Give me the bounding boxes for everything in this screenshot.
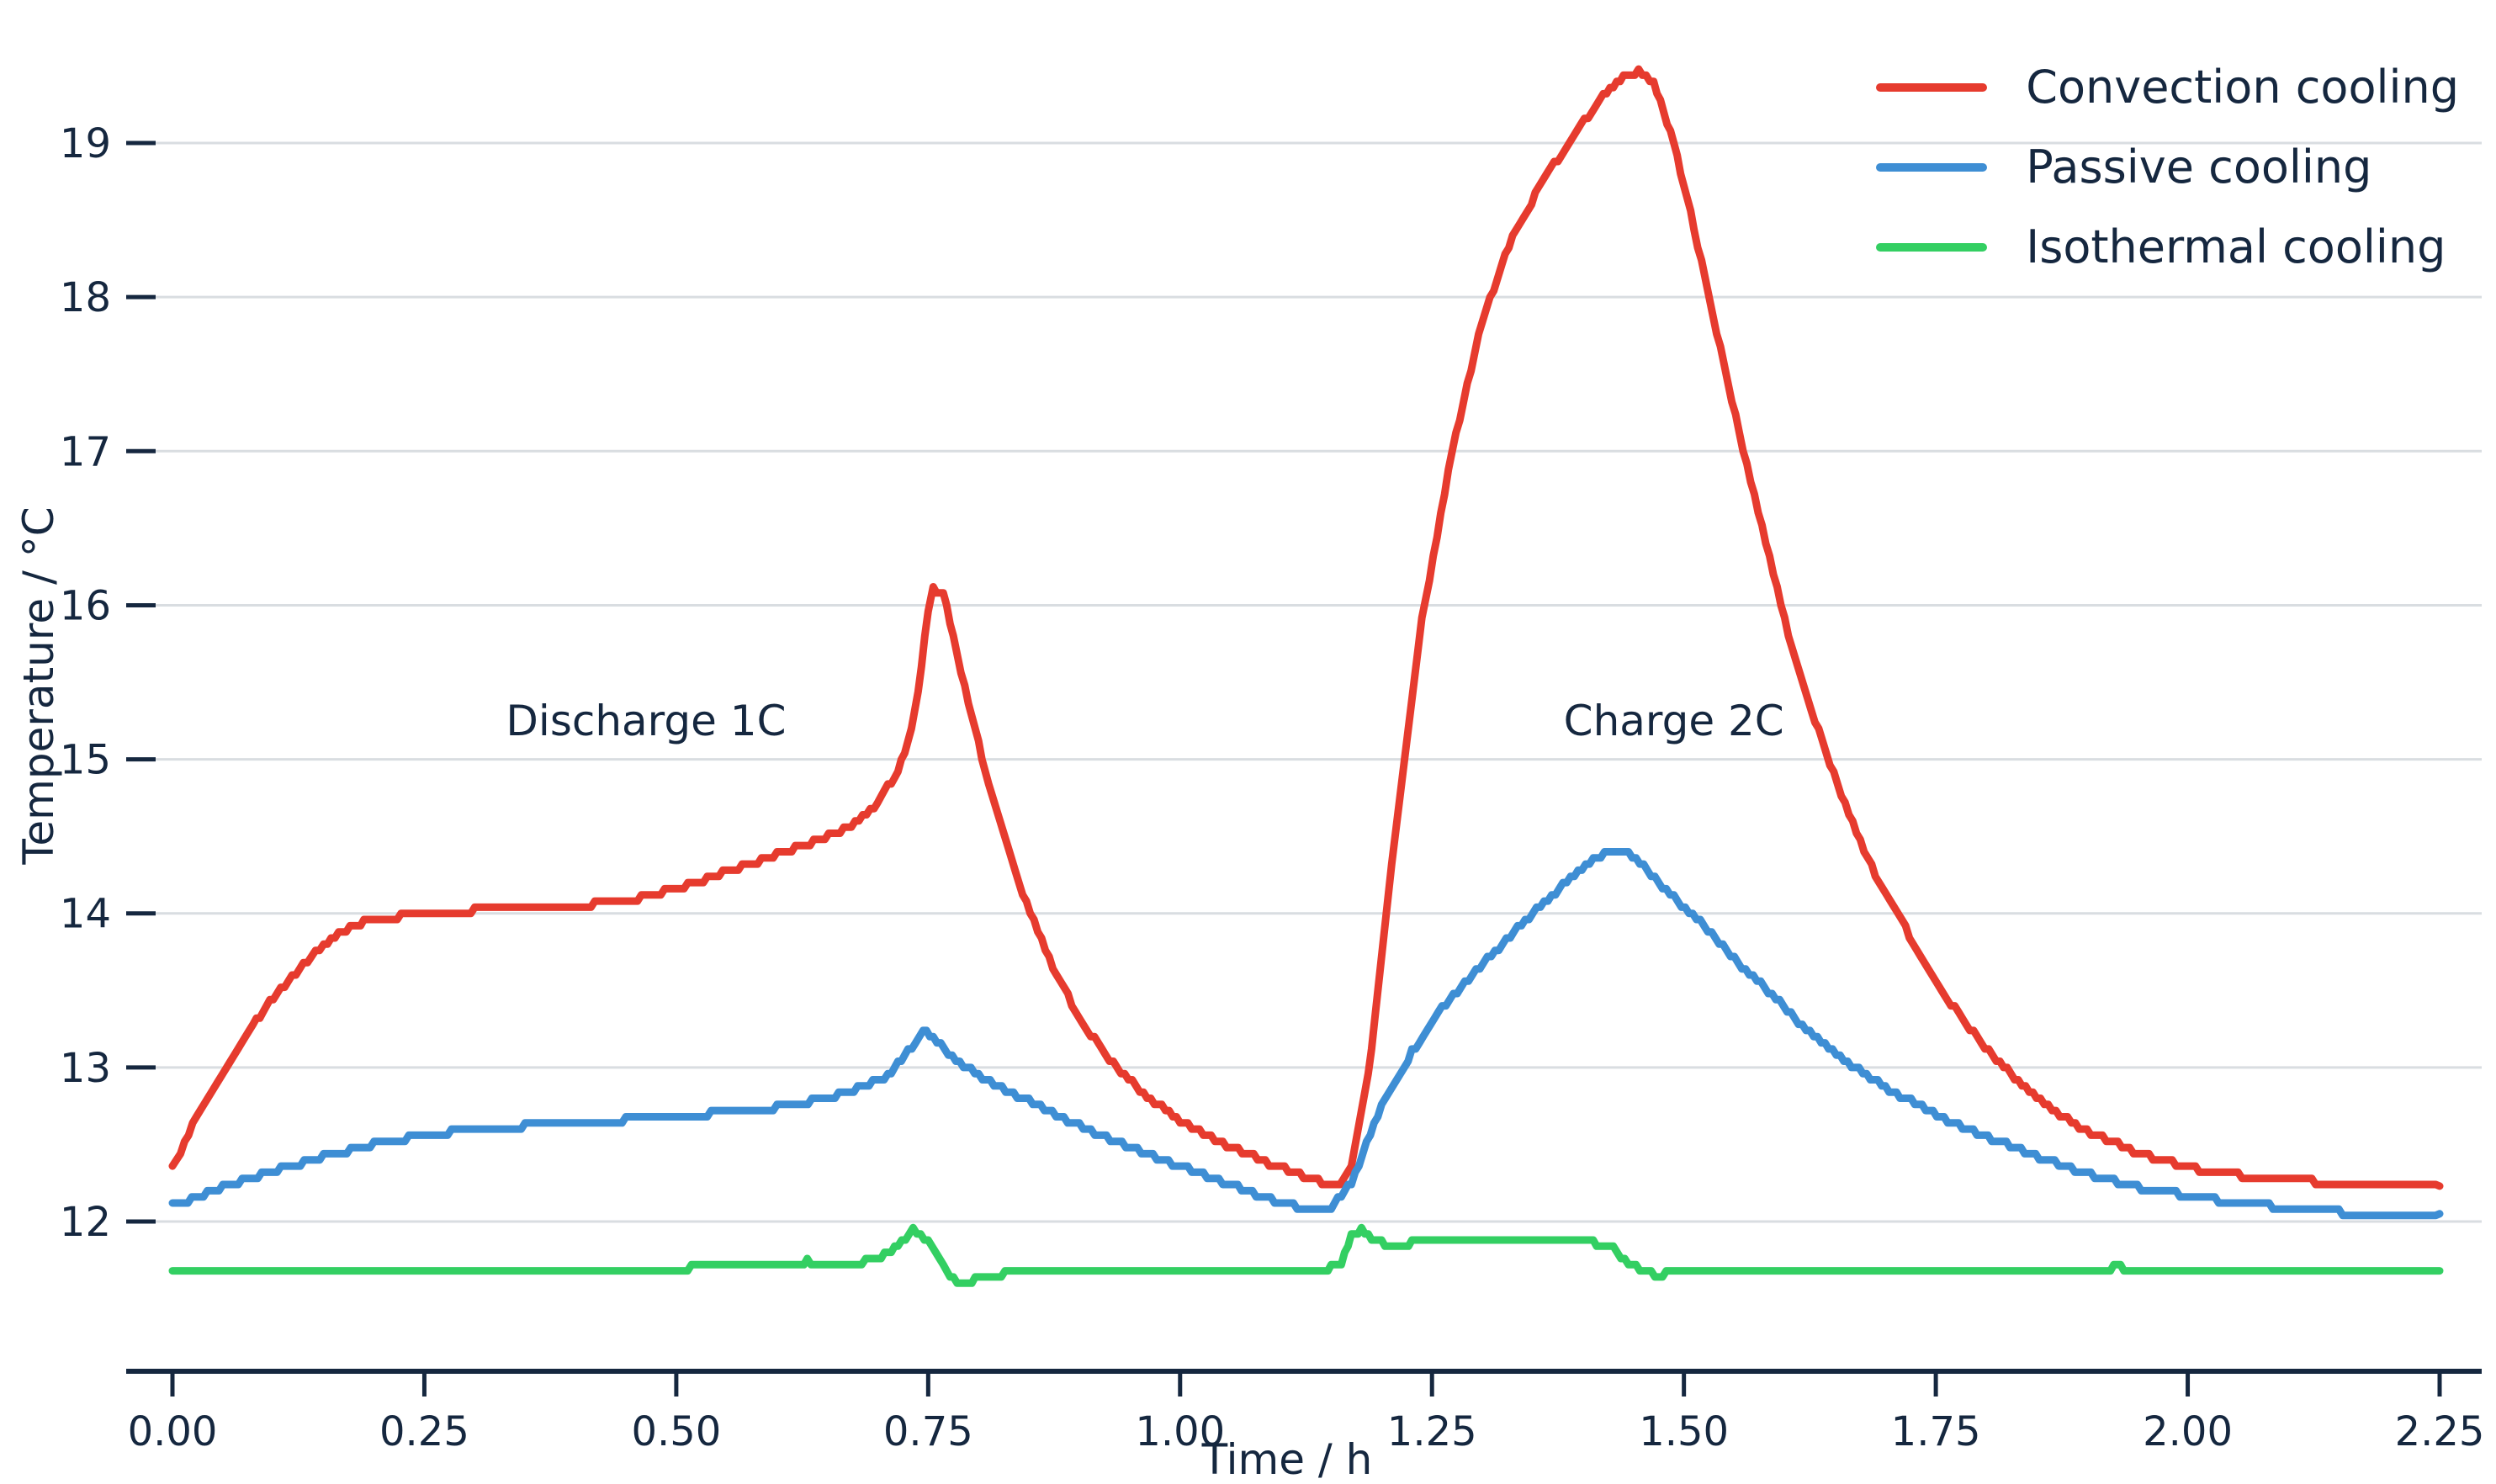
svg-text:0.50: 0.50	[631, 1408, 721, 1455]
legend-swatch-convection	[1876, 83, 1988, 93]
legend-swatch-passive	[1876, 163, 1988, 172]
svg-text:17: 17	[60, 428, 111, 475]
legend: Convection cooling Passive cooling Isoth…	[1876, 61, 2459, 274]
legend-label-passive: Passive cooling	[2026, 140, 2372, 193]
svg-text:2.00: 2.00	[2143, 1408, 2233, 1455]
svg-text:0.00: 0.00	[128, 1408, 218, 1455]
legend-label-isothermal: Isothermal cooling	[2026, 220, 2446, 273]
svg-text:19: 19	[60, 120, 111, 167]
svg-text:0.75: 0.75	[883, 1408, 973, 1455]
svg-text:14: 14	[60, 891, 111, 938]
annotation-discharge-1c: Discharge 1C	[506, 696, 787, 745]
svg-text:16: 16	[60, 582, 111, 629]
legend-item-passive: Passive cooling	[1876, 140, 2459, 195]
svg-text:2.25: 2.25	[2395, 1408, 2485, 1455]
svg-text:1.75: 1.75	[1891, 1408, 1981, 1455]
annotation-charge-2c: Charge 2C	[1563, 696, 1784, 745]
legend-swatch-isothermal	[1876, 242, 1988, 252]
svg-text:18: 18	[60, 274, 111, 321]
svg-text:13: 13	[60, 1045, 111, 1092]
legend-label-convection: Convection cooling	[2026, 61, 2459, 114]
svg-text:12: 12	[60, 1199, 111, 1246]
svg-text:0.25: 0.25	[379, 1408, 469, 1455]
y-axis-label: Temperature / °C	[14, 506, 63, 865]
legend-item-convection: Convection cooling	[1876, 61, 2459, 115]
legend-item-isothermal: Isothermal cooling	[1876, 220, 2459, 275]
svg-text:1.25: 1.25	[1387, 1408, 1477, 1455]
svg-text:1.50: 1.50	[1639, 1408, 1729, 1455]
svg-text:1.00: 1.00	[1135, 1408, 1225, 1455]
x-axis-label: Time / h	[1201, 1435, 1373, 1484]
svg-text:15: 15	[60, 737, 111, 784]
